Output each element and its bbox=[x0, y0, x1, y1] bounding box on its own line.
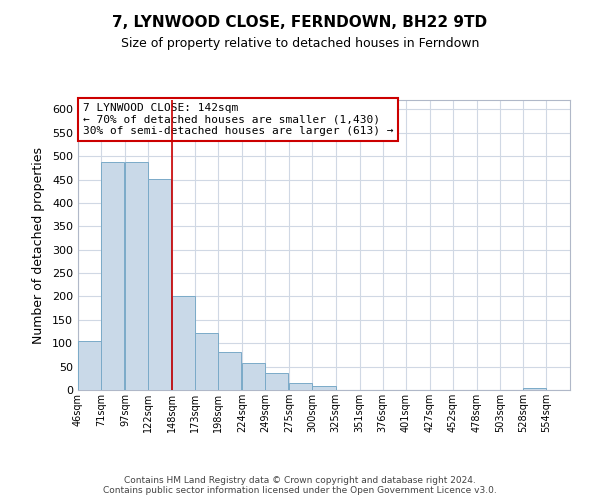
Text: Size of property relative to detached houses in Ferndown: Size of property relative to detached ho… bbox=[121, 38, 479, 51]
Bar bbox=[265, 372, 289, 390]
Bar bbox=[242, 364, 265, 390]
Bar bbox=[523, 388, 546, 390]
Y-axis label: Number of detached properties: Number of detached properties bbox=[32, 146, 45, 344]
Text: 7, LYNWOOD CLOSE, FERNDOWN, BH22 9TD: 7, LYNWOOD CLOSE, FERNDOWN, BH22 9TD bbox=[112, 15, 488, 30]
Bar bbox=[218, 352, 241, 390]
Bar bbox=[289, 383, 313, 390]
Bar bbox=[172, 296, 195, 390]
Text: 7 LYNWOOD CLOSE: 142sqm
← 70% of detached houses are smaller (1,430)
30% of semi: 7 LYNWOOD CLOSE: 142sqm ← 70% of detache… bbox=[83, 103, 394, 136]
Bar bbox=[313, 386, 335, 390]
Bar bbox=[148, 178, 171, 390]
Bar bbox=[78, 341, 101, 390]
Bar bbox=[125, 162, 148, 390]
Bar bbox=[101, 162, 124, 390]
Text: Contains HM Land Registry data © Crown copyright and database right 2024.
Contai: Contains HM Land Registry data © Crown c… bbox=[103, 476, 497, 495]
Bar bbox=[195, 333, 218, 390]
